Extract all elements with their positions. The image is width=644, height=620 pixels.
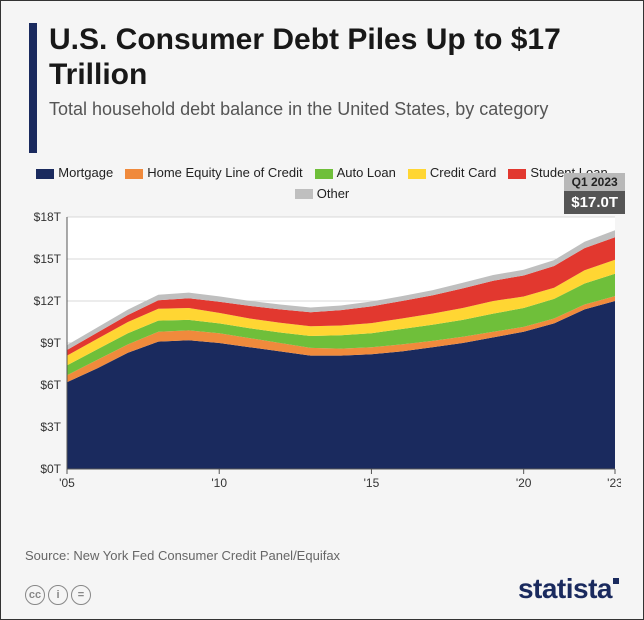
legend-label: Credit Card [430, 165, 496, 180]
accent-bar [29, 23, 37, 153]
chart-container: Q1 2023 $17.0T $0T$3T$6T$9T$12T$15T$18T'… [21, 207, 621, 497]
cc-icon: cc [25, 585, 45, 605]
legend-swatch [408, 169, 426, 179]
svg-text:'05: '05 [59, 476, 75, 490]
chart-subtitle: Total household debt balance in the Unit… [49, 98, 615, 121]
legend-label: Other [317, 186, 350, 201]
source-text: Source: New York Fed Consumer Credit Pan… [25, 548, 619, 563]
legend-label: Home Equity Line of Credit [147, 165, 302, 180]
legend-label: Auto Loan [337, 165, 396, 180]
legend-swatch [295, 189, 313, 199]
chart-title: U.S. Consumer Debt Piles Up to $17 Trill… [49, 23, 615, 92]
svg-text:'15: '15 [364, 476, 380, 490]
header: U.S. Consumer Debt Piles Up to $17 Trill… [1, 1, 643, 157]
value-callout: Q1 2023 $17.0T [564, 173, 625, 214]
legend-swatch [36, 169, 54, 179]
svg-text:$15T: $15T [34, 252, 62, 266]
svg-text:$12T: $12T [34, 294, 62, 308]
legend-label: Mortgage [58, 165, 113, 180]
cc-icon: i [48, 585, 68, 605]
legend-swatch [125, 169, 143, 179]
svg-text:$18T: $18T [34, 210, 62, 224]
legend-item: Credit Card [408, 163, 496, 184]
area-chart: $0T $3T $6T $9T $12T $15T $18T '05 '10 '15 '20 '23 [21, 207, 621, 497]
legend-item: Other [295, 184, 350, 205]
legend-item: Home Equity Line of Credit [125, 163, 302, 184]
legend-item: Auto Loan [315, 163, 396, 184]
license-icons: cci= [25, 585, 94, 605]
legend-swatch [508, 169, 526, 179]
svg-text:$9T: $9T [40, 336, 61, 350]
svg-text:$3T: $3T [40, 420, 61, 434]
svg-text:'10: '10 [211, 476, 227, 490]
cc-icon: = [71, 585, 91, 605]
svg-text:$6T: $6T [40, 378, 61, 392]
callout-label: Q1 2023 [564, 173, 625, 191]
legend-item: Mortgage [36, 163, 113, 184]
callout-value: $17.0T [564, 191, 625, 214]
legend-swatch [315, 169, 333, 179]
svg-text:'23: '23 [607, 476, 621, 490]
legend: Mortgage Home Equity Line of Credit Auto L… [1, 157, 643, 207]
brand-logo: statista [518, 573, 619, 605]
footer: Source: New York Fed Consumer Credit Pan… [1, 540, 643, 619]
title-block: U.S. Consumer Debt Piles Up to $17 Trill… [49, 23, 615, 121]
svg-text:'20: '20 [516, 476, 532, 490]
svg-text:$0T: $0T [40, 462, 61, 476]
